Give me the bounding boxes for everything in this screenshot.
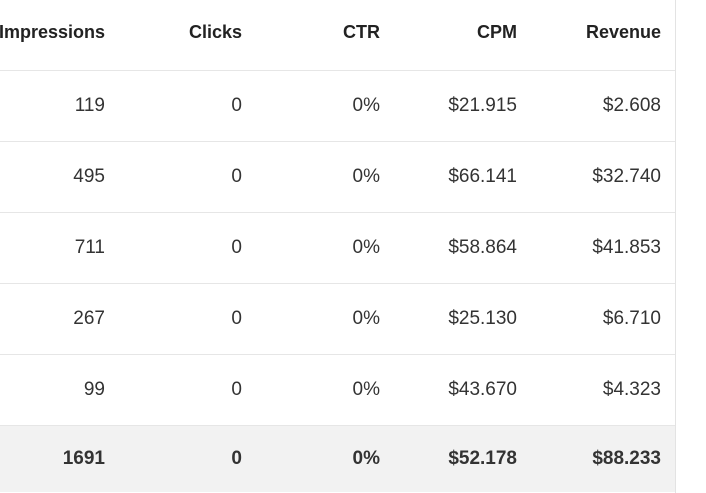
table-total-row: 1691 0 0% $52.178 $88.233 <box>0 426 675 492</box>
cell-revenue: $6.710 <box>602 308 661 329</box>
column-header-cpm[interactable]: CPM <box>477 21 517 42</box>
column-header-impressions[interactable]: Impressions <box>0 21 105 42</box>
cell-impressions: 119 <box>74 95 105 116</box>
table-header-row: Impressions Clicks CTR CPM Revenue <box>0 0 675 71</box>
cell-ctr: 0% <box>352 308 380 329</box>
total-clicks: 0 <box>231 448 242 469</box>
cell-revenue: $41.853 <box>592 237 661 258</box>
table-row: 99 0 0% $43.670 $4.323 <box>0 355 675 426</box>
cell-ctr: 0% <box>352 237 380 258</box>
cell-revenue: $2.608 <box>602 95 661 116</box>
total-cpm: $52.178 <box>448 448 517 469</box>
cell-clicks: 0 <box>231 166 242 187</box>
table-row: 711 0 0% $58.864 $41.853 <box>0 213 675 284</box>
cell-revenue: $32.740 <box>592 166 661 187</box>
table-row: 119 0 0% $21.915 $2.608 <box>0 71 675 142</box>
cell-clicks: 0 <box>231 237 242 258</box>
total-ctr: 0% <box>352 448 380 469</box>
column-header-clicks[interactable]: Clicks <box>188 21 242 42</box>
table-row: 495 0 0% $66.141 $32.740 <box>0 142 675 213</box>
cell-ctr: 0% <box>352 95 380 116</box>
total-impressions: 1691 <box>62 448 105 469</box>
cell-clicks: 0 <box>231 379 242 400</box>
cell-cpm: $21.915 <box>448 95 517 116</box>
cell-ctr: 0% <box>352 166 380 187</box>
cell-cpm: $58.864 <box>448 237 517 258</box>
report-table: Impressions Clicks CTR CPM Revenue 119 0… <box>0 0 676 493</box>
cell-clicks: 0 <box>231 95 242 116</box>
cell-impressions: 495 <box>73 166 105 187</box>
cell-revenue: $4.323 <box>602 379 661 400</box>
total-revenue: $88.233 <box>592 448 661 469</box>
cell-impressions: 711 <box>74 237 105 258</box>
cell-cpm: $25.130 <box>448 308 517 329</box>
column-header-revenue[interactable]: Revenue <box>585 21 661 42</box>
cell-impressions: 267 <box>73 308 105 329</box>
cell-ctr: 0% <box>352 379 380 400</box>
cell-impressions: 99 <box>83 379 105 400</box>
cell-cpm: $43.670 <box>448 379 517 400</box>
cell-cpm: $66.141 <box>448 166 517 187</box>
cell-clicks: 0 <box>231 308 242 329</box>
table-row: 267 0 0% $25.130 $6.710 <box>0 284 675 355</box>
column-header-ctr[interactable]: CTR <box>343 21 380 42</box>
